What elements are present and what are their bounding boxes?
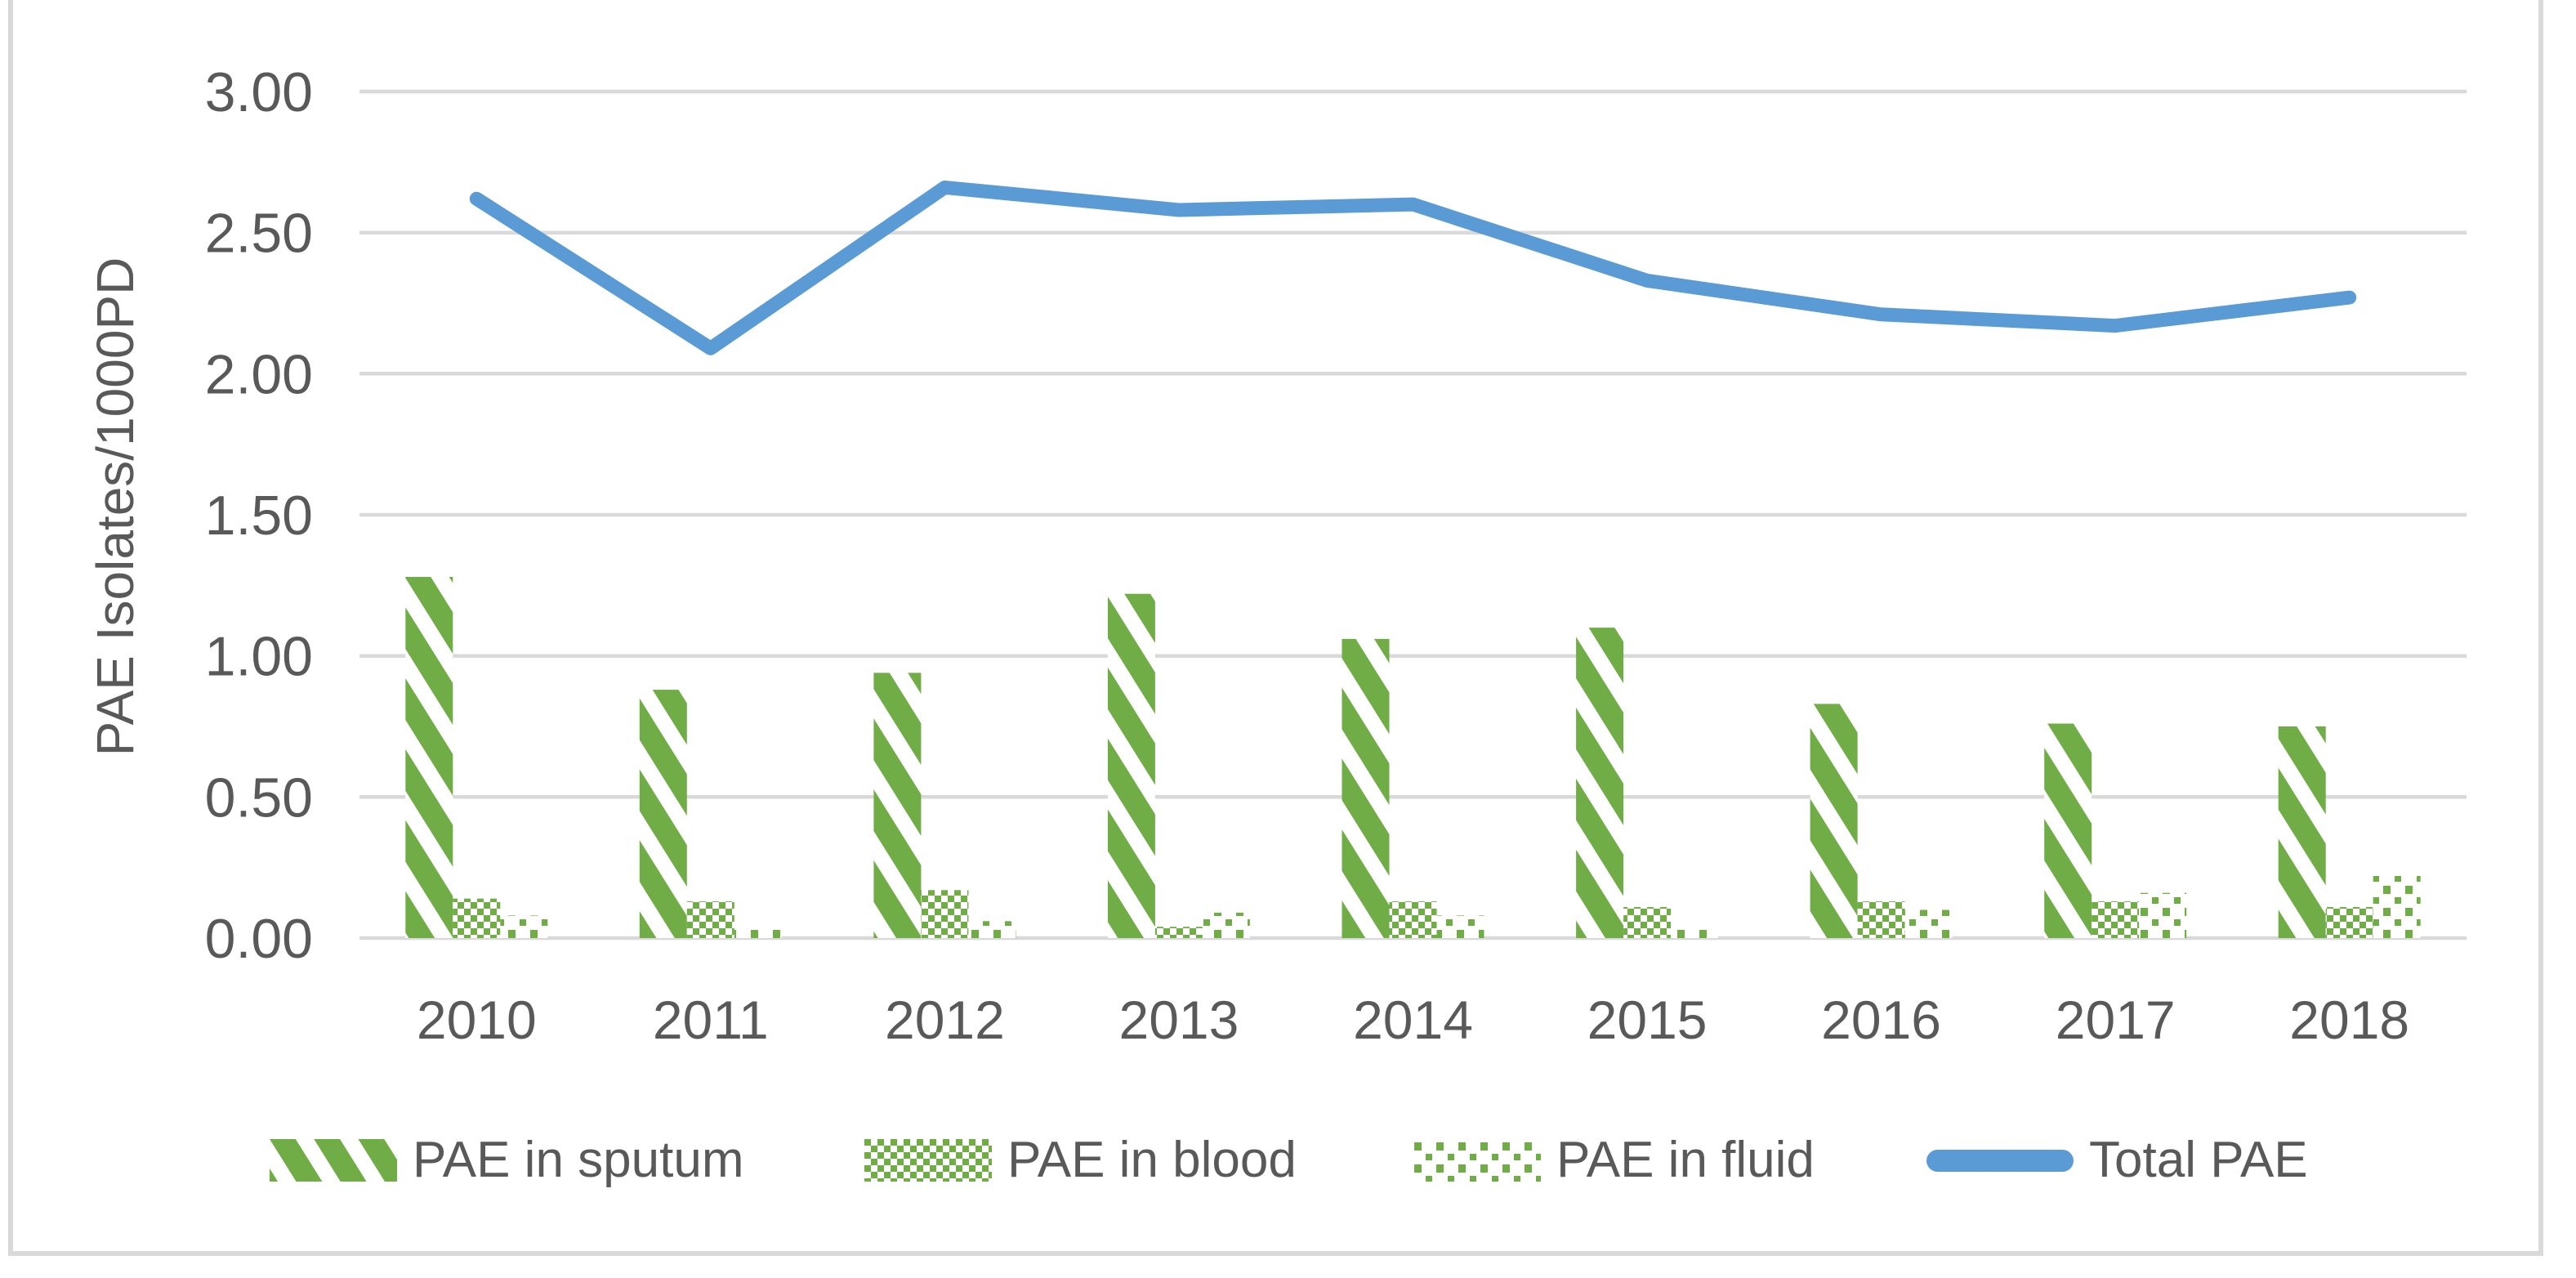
x-axis-label-2011: 2011	[653, 990, 769, 1050]
bar-pae-in-sputum-2012	[873, 673, 922, 938]
chart-legend: PAE in sputum PAE in blood PAE in fluid …	[0, 1132, 2576, 1188]
legend-item-pae-in-blood: PAE in blood	[864, 1132, 1297, 1188]
chart-frame	[8, 0, 2543, 1256]
bar-pae-in-sputum-2014	[1342, 638, 1390, 938]
bar-pae-in-blood-2015	[1623, 907, 1672, 938]
x-axis-label-2013: 2013	[1118, 990, 1239, 1050]
legend-item-pae-in-fluid: PAE in fluid	[1413, 1132, 1815, 1188]
bar-pae-in-fluid-2011	[734, 929, 782, 938]
y-tick-label-3.00: 3.00	[205, 61, 313, 123]
x-axis-label-2017: 2017	[2056, 990, 2176, 1050]
pae-in-blood-pattern-sample	[864, 1139, 992, 1182]
y-axis-title: PAE Isolates/1000PD	[86, 257, 145, 757]
pae-in-fluid-pattern-sample	[1413, 1139, 1541, 1182]
bar-pae-in-fluid-2016	[1904, 909, 1953, 938]
y-tick-label-1.00: 1.00	[205, 626, 313, 688]
bar-pae-in-fluid-2010	[500, 915, 548, 938]
pae-in-blood-pattern-swatch	[864, 1139, 992, 1182]
total-pae-line-sample	[1926, 1149, 2074, 1172]
bar-pae-in-sputum-2013	[1107, 593, 1155, 938]
x-axis-label-2012: 2012	[885, 990, 1005, 1050]
x-axis-label-2010: 2010	[417, 990, 537, 1050]
bar-pae-in-blood-2017	[2092, 901, 2140, 938]
pae-in-fluid-pattern-swatch	[1413, 1139, 1541, 1182]
legend-label-total-pae: Total PAE	[2089, 1132, 2308, 1188]
legend-item-total-pae: Total PAE	[1926, 1132, 2308, 1188]
x-axis-label-2018: 2018	[2289, 990, 2409, 1050]
y-tick-label-1.50: 1.50	[205, 485, 313, 547]
bar-pae-in-fluid-2015	[1671, 927, 1719, 938]
bar-pae-in-blood-2018	[2325, 907, 2373, 938]
pae-in-sputum-pattern-swatch	[270, 1139, 397, 1182]
total-pae-line	[469, 180, 2357, 355]
bar-pae-in-blood-2014	[1389, 901, 1437, 938]
legend-item-pae-in-sputum: PAE in sputum	[270, 1132, 744, 1188]
x-axis-label-2015: 2015	[1587, 990, 1708, 1050]
pae-in-sputum-pattern-sample	[270, 1139, 397, 1182]
bar-pae-in-fluid-2018	[2373, 876, 2421, 938]
x-axis-label-2016: 2016	[1821, 990, 1941, 1050]
bar-pae-in-sputum-2015	[1576, 628, 1624, 938]
bar-pae-in-sputum-2018	[2278, 726, 2326, 938]
bar-pae-in-blood-2012	[921, 890, 969, 938]
legend-label-pae-in-blood: PAE in blood	[1007, 1132, 1297, 1188]
y-tick-label-0.00: 0.00	[205, 908, 313, 970]
y-tick-label-0.50: 0.50	[205, 766, 313, 829]
bar-pae-in-fluid-2014	[1436, 915, 1484, 938]
total-pae-line-swatch	[1926, 1149, 2074, 1172]
bar-pae-in-fluid-2017	[2139, 892, 2187, 938]
bar-pae-in-fluid-2012	[968, 921, 1016, 938]
legend-label-pae-in-fluid: PAE in fluid	[1556, 1132, 1815, 1188]
bar-pae-in-sputum-2017	[2044, 723, 2092, 938]
bar-pae-in-blood-2016	[1857, 901, 1905, 938]
bar-pae-in-blood-2011	[686, 901, 734, 938]
bar-pae-in-blood-2013	[1154, 927, 1203, 938]
legend-label-pae-in-sputum: PAE in sputum	[413, 1132, 744, 1188]
y-tick-label-2.50: 2.50	[205, 203, 313, 265]
bar-pae-in-sputum-2016	[1810, 704, 1858, 938]
x-axis-label-2014: 2014	[1353, 990, 1473, 1050]
bar-pae-in-sputum-2010	[405, 577, 453, 938]
y-tick-label-2.00: 2.00	[205, 343, 313, 405]
bar-pae-in-fluid-2013	[1202, 912, 1250, 938]
bar-pae-in-blood-2010	[453, 898, 501, 938]
bar-pae-in-sputum-2011	[639, 690, 687, 938]
